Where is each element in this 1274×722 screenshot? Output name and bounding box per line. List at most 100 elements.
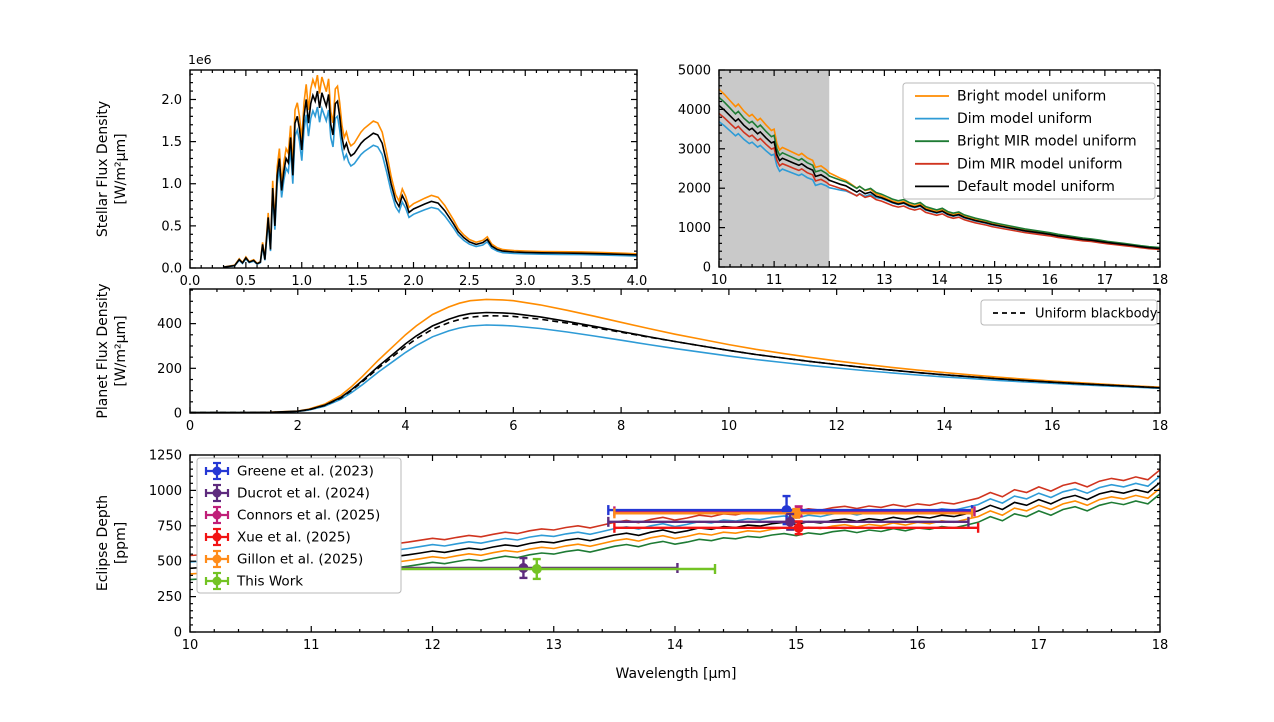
series-bright-mir-model-uniform: [719, 96, 1160, 249]
y-tick-label: 200: [157, 362, 182, 377]
legend-box: [196, 457, 402, 594]
y-tick-label: 250: [157, 590, 182, 605]
legend-label: Dim MIR model uniform: [957, 156, 1122, 172]
stellar-flux-y-axis-units: [W/m²μm]: [113, 133, 129, 205]
x-tick-label: 0: [186, 419, 194, 434]
axes-box: [189, 69, 638, 269]
data-marker: [791, 508, 802, 519]
x-tick-label: 17: [1097, 273, 1114, 288]
legend-marker-swatch: [212, 554, 222, 564]
y-tick-label: 1.5: [161, 135, 182, 150]
legend-label: Greene et al. (2023): [237, 464, 374, 480]
series-dim-mir-model-uniform: [719, 112, 1160, 251]
series-default-model-uniform: [190, 481, 1160, 570]
legend-label: Bright model uniform: [957, 89, 1106, 105]
y-tick-label: 1250: [149, 449, 182, 464]
x-tick-label: 12: [424, 638, 441, 653]
legend-entry-uniform-blackbody: Uniform blackbody: [993, 307, 1158, 322]
legend-entry-dim-mir-model-uniform: Dim MIR model uniform: [915, 156, 1122, 172]
x-tick-label: 10: [711, 273, 728, 288]
legend-entry-ducrot-et-al-2024-: Ducrot et al. (2024): [204, 483, 370, 503]
x-tick-label: 3.0: [515, 274, 536, 289]
ticks-planet: [189, 289, 1161, 414]
x-tick-label: 18: [1152, 419, 1169, 434]
x-tick-label: 16: [1041, 273, 1058, 288]
legend-marker-swatch: [212, 466, 222, 476]
legend-label: Uniform blackbody: [1035, 307, 1158, 322]
series-group-planet: [190, 298, 1160, 413]
x-tick-label: 10: [182, 638, 199, 653]
series-group-stellar_mir: [719, 88, 1160, 251]
x-tick-label: 2.5: [459, 274, 480, 289]
y-tick-label: 1.0: [161, 177, 182, 192]
series-bright-model: [190, 298, 1160, 413]
legend-entry-xue-et-al-2025-: Xue et al. (2025): [204, 527, 351, 547]
eclipse-depth-y-axis-units: [ppm]: [113, 521, 129, 565]
data-marker: [785, 516, 796, 527]
legend-entry-default-model-uniform: Default model uniform: [915, 179, 1115, 195]
y-tick-label: 0.0: [161, 262, 182, 277]
data-marker: [793, 522, 804, 533]
x-tick-label: 13: [545, 638, 562, 653]
x-tick-label: 16: [909, 638, 926, 653]
legend-entry-bright-mir-model-uniform: Bright MIR model uniform: [915, 134, 1137, 150]
y-tick-label: 0: [174, 626, 182, 641]
x-tick-label: 18: [1152, 638, 1169, 653]
legend-label: Gillon et al. (2025): [237, 552, 363, 568]
y-tick-label: 500: [157, 555, 182, 570]
x-tick-label: 4.0: [627, 274, 648, 289]
planet-flux-y-axis-units: [W/m²μm]: [113, 315, 129, 387]
eclipse-depth-y-axis-label: Eclipse Depth [ppm]: [94, 495, 130, 591]
y-tick-label: 5000: [678, 64, 711, 79]
series-default-model-uniform: [719, 104, 1160, 250]
y-tick-label: 0: [703, 261, 711, 276]
series-dim-mir-model-uniform: [190, 469, 1160, 557]
x-tick-label: 11: [303, 638, 320, 653]
legend-marker-swatch: [212, 576, 222, 586]
series-dim-model: [223, 105, 637, 268]
x-tick-label: 14: [667, 638, 684, 653]
legend-marker-swatch: [212, 488, 222, 498]
x-tick-label: 11: [766, 273, 783, 288]
y-tick-label: 2.0: [161, 93, 182, 108]
series-bright-model-uniform: [190, 487, 1160, 575]
x-tick-label: 1.0: [291, 274, 312, 289]
panel-stellar: 0.0 0.5 1.0 1.5 2.0 2.5 3.0 3.5 4.0 0.0 0.5 1.0 1.5 2…: [161, 52, 647, 289]
eclipse-depth-y-axis-label-text: Eclipse Depth: [94, 494, 111, 592]
legend-entry-bright-model-uniform: Bright model uniform: [915, 89, 1106, 105]
point-xue-et-al-2025-: [613, 520, 980, 536]
x-tick-label: 14: [931, 273, 948, 288]
legend-entry-gillon-et-al-2025-: Gillon et al. (2025): [204, 549, 363, 569]
panel-stellar_mir: 10 11 12 13 14 15 16 17 18 0 1000 2000 3000 4000 5000 B…: [678, 64, 1168, 289]
stellar-flux-y-axis-label: Stellar Flux Density [W/m²μm]: [94, 101, 130, 237]
panel-eclipse: 10 11 12 13 14 15 16 17 18 0 250 500 750 1000 1250 Gree…: [149, 449, 1168, 654]
ticks-stellar_mir: [718, 69, 1161, 268]
x-tick-label: 15: [986, 273, 1003, 288]
x-tick-label: 2: [294, 419, 302, 434]
y-tick-label: 0: [174, 407, 182, 422]
ticks-eclipse: [189, 454, 1161, 633]
x-tick-label: 12: [828, 419, 845, 434]
legend-entry-greene-et-al-2023-: Greene et al. (2023): [204, 461, 374, 481]
panel-planet: 0 2 4 6 8 10 12 14 16 18 0 200 400 Uniform blackbody: [157, 288, 1169, 434]
legend-marker-swatch: [212, 532, 222, 542]
legend-entry-this-work: This Work: [204, 571, 303, 591]
x-tick-label: 3.5: [571, 274, 592, 289]
x-tick-label: 8: [617, 419, 625, 434]
legend-planet: Uniform blackbody: [980, 299, 1158, 326]
x-tick-label: 15: [788, 638, 805, 653]
legend-label: Ducrot et al. (2024): [237, 486, 370, 502]
series-default-model: [190, 311, 1160, 413]
legend-stellar_mir: Bright model uniform Dim model uniform Bri…: [902, 82, 1156, 200]
y-tick-label: 750: [157, 519, 182, 534]
x-tick-label: 6: [509, 419, 517, 434]
legend-marker-swatch: [212, 510, 222, 520]
x-tick-label: 0.5: [236, 274, 257, 289]
y-axis-scale-offset: 1e6: [188, 52, 212, 67]
legend-label: Xue et al. (2025): [237, 530, 351, 546]
stellar-flux-y-axis-label-text: Stellar Flux Density: [94, 100, 111, 238]
legend-label: Bright MIR model uniform: [957, 134, 1137, 150]
legend-entry-connors-et-al-2025-: Connors et al. (2025): [204, 505, 380, 525]
wavelength-x-axis-label: Wavelength [μm]: [615, 665, 737, 682]
